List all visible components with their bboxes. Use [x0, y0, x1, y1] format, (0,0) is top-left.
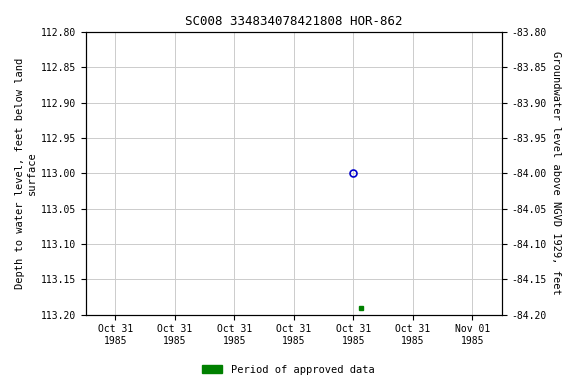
Y-axis label: Depth to water level, feet below land
surface: Depth to water level, feet below land su… [15, 58, 37, 289]
Legend: Period of approved data: Period of approved data [198, 361, 378, 379]
Y-axis label: Groundwater level above NGVD 1929, feet: Groundwater level above NGVD 1929, feet [551, 51, 561, 295]
Title: SC008 334834078421808 HOR-862: SC008 334834078421808 HOR-862 [185, 15, 403, 28]
